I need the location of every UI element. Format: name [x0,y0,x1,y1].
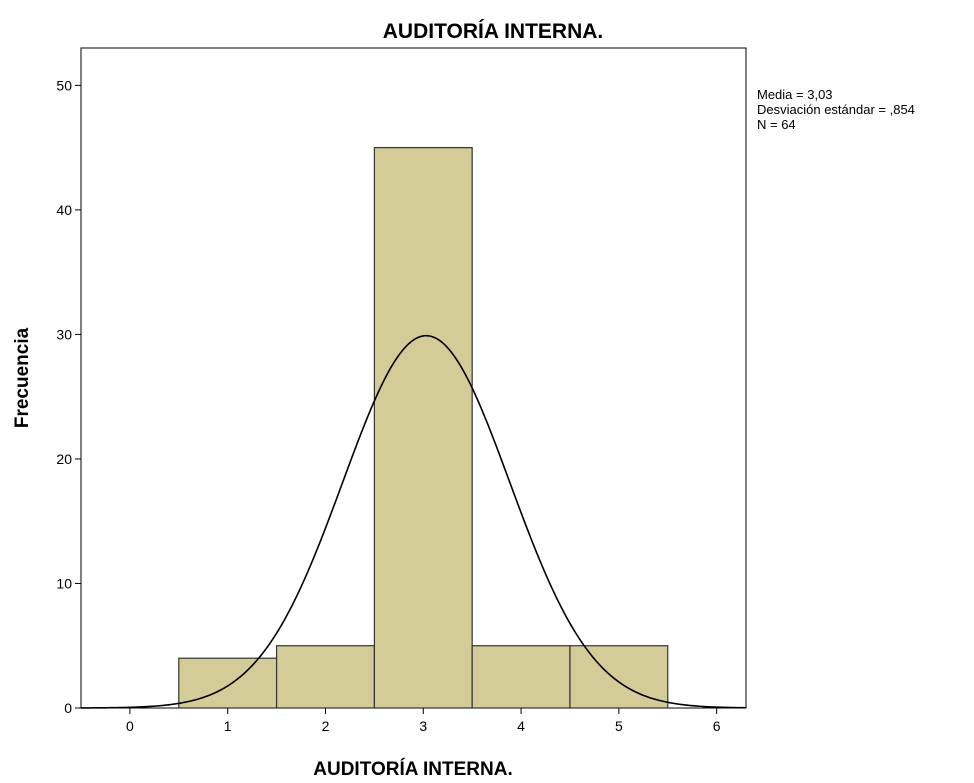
y-tick-label: 20 [56,451,72,467]
y-axis: 0 10 20 30 40 50 [56,77,81,716]
histogram-bar [275,645,375,709]
y-axis-label: Frecuencia [12,327,33,428]
x-tick-label: 6 [713,718,721,734]
y-tick-label: 0 [64,700,72,716]
stat-std: Desviación estándar = ,854 [757,102,915,117]
x-tick-label: 2 [322,718,330,734]
bars-group [178,147,669,709]
chart-title: AUDITORÍA INTERNA. [383,20,604,43]
x-tick-label: 4 [517,718,525,734]
normal-curve [80,334,747,709]
y-tick-label: 30 [56,326,72,342]
y-tick-label: 40 [56,202,72,218]
x-tick-label: 1 [224,718,232,734]
stat-mean: Media = 3,03 [757,87,833,102]
stat-n: N = 64 [757,117,796,132]
y-tick-label: 10 [56,575,72,591]
x-tick-label: 5 [615,718,623,734]
y-tick-label: 50 [56,77,72,93]
x-axis-label: AUDITORÍA INTERNA. [313,758,513,778]
histogram-bar [373,147,473,709]
x-axis: 0 1 2 3 4 5 6 [126,708,721,734]
x-tick-label: 0 [126,718,134,734]
x-tick-label: 3 [419,718,427,734]
histogram-bar [471,645,571,709]
stats-box: Media = 3,03 Desviación estándar = ,854 … [757,87,915,132]
